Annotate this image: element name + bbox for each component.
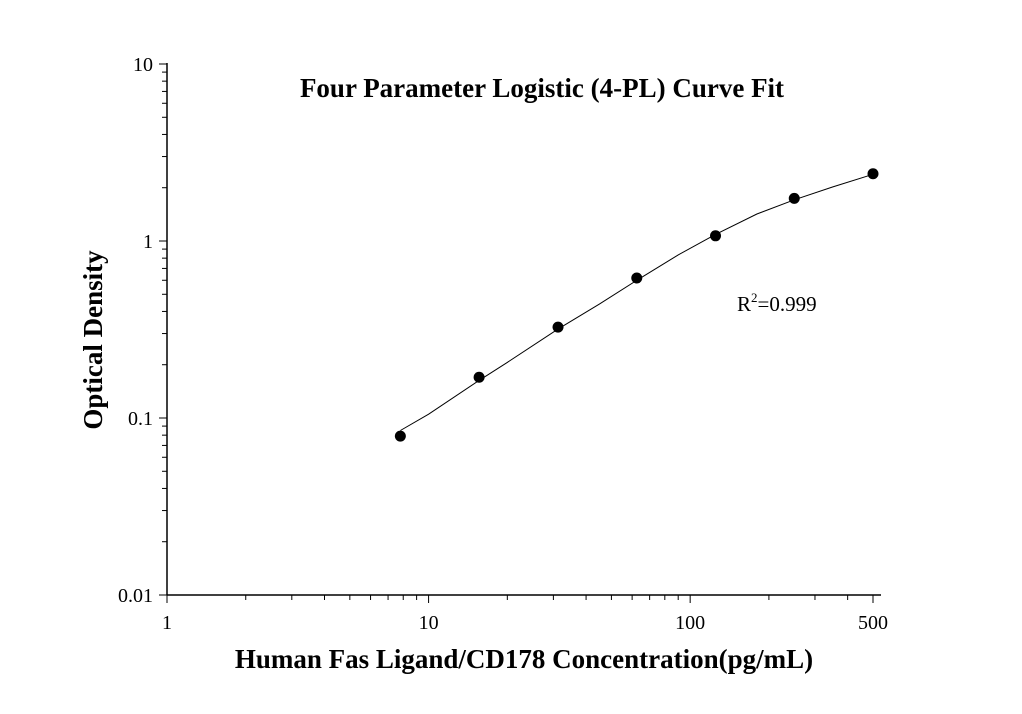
- y-tick-label: 0.1: [128, 408, 153, 430]
- x-tick-label: 100: [675, 612, 705, 634]
- y-axis-label: Optical Density: [78, 250, 108, 430]
- chart-title: Four Parameter Logistic (4-PL) Curve Fit: [300, 73, 784, 103]
- r-squared-superscript: 2: [751, 290, 758, 305]
- x-tick-label: 500: [858, 612, 888, 634]
- tick-labels: 1 10 100 500 0.01 0.1 1 10: [118, 54, 888, 634]
- axes: [166, 63, 881, 596]
- x-axis-label: Human Fas Ligand/CD178 Concentration(pg/…: [235, 644, 813, 674]
- tick-marks: [159, 63, 874, 603]
- r-squared-value: =0.999: [758, 292, 817, 316]
- y-tick-label: 10: [133, 54, 153, 76]
- data-points: [394, 168, 879, 442]
- data-point: [552, 321, 564, 333]
- data-point: [867, 168, 879, 180]
- data-point: [473, 371, 485, 383]
- data-point: [710, 230, 722, 242]
- r-squared-annotation: R2=0.999: [737, 290, 817, 316]
- data-point: [394, 430, 406, 442]
- x-tick-label: 1: [162, 612, 172, 634]
- data-point: [631, 272, 643, 284]
- y-tick-label: 0.01: [118, 585, 153, 607]
- data-point: [788, 192, 800, 204]
- y-tick-label: 1: [143, 231, 153, 253]
- r-squared-prefix: R: [737, 292, 751, 316]
- x-tick-label: 10: [419, 612, 439, 634]
